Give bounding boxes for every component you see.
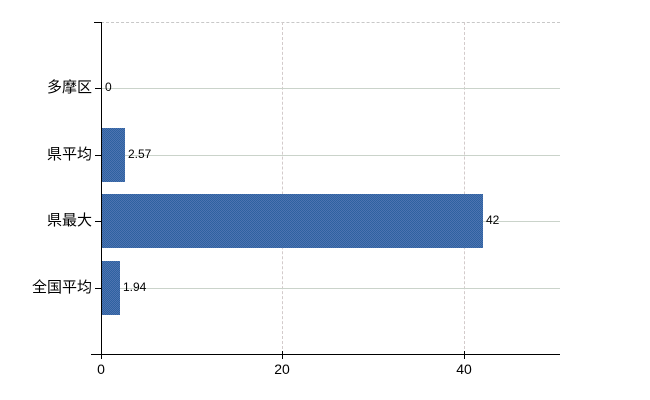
y-axis-line: [101, 22, 102, 359]
x-tick-label: 20: [274, 361, 290, 377]
vertical-gridline: [282, 22, 283, 354]
plot-top-border: [101, 22, 560, 23]
y-axis-tick: [95, 155, 101, 156]
x-axis-tick: [464, 351, 465, 359]
value-label: 1.94: [123, 280, 147, 294]
bar: [102, 194, 483, 248]
x-axis-tick: [282, 351, 283, 359]
y-axis-tick: [95, 288, 101, 289]
category-label: 県平均: [46, 146, 92, 163]
horizontal-gridline: [101, 155, 560, 156]
horizontal-gridline: [101, 88, 560, 89]
value-label: 2.57: [128, 147, 152, 161]
vertical-gridline: [464, 22, 465, 354]
category-label: 県最大: [46, 212, 92, 229]
y-axis-tick: [95, 88, 101, 89]
x-tick-label: 0: [97, 361, 105, 377]
y-axis-tick: [95, 221, 101, 222]
category-label: 多摩区: [46, 79, 92, 96]
value-label: 42: [486, 213, 500, 227]
bar: [102, 128, 125, 182]
y-axis-top-cap: [94, 22, 101, 23]
horizontal-gridline: [101, 288, 560, 289]
x-axis-line: [91, 354, 560, 355]
bar: [102, 261, 120, 315]
category-label: 全国平均: [31, 279, 92, 296]
x-tick-label: 40: [456, 361, 472, 377]
value-label: 0: [105, 80, 112, 94]
